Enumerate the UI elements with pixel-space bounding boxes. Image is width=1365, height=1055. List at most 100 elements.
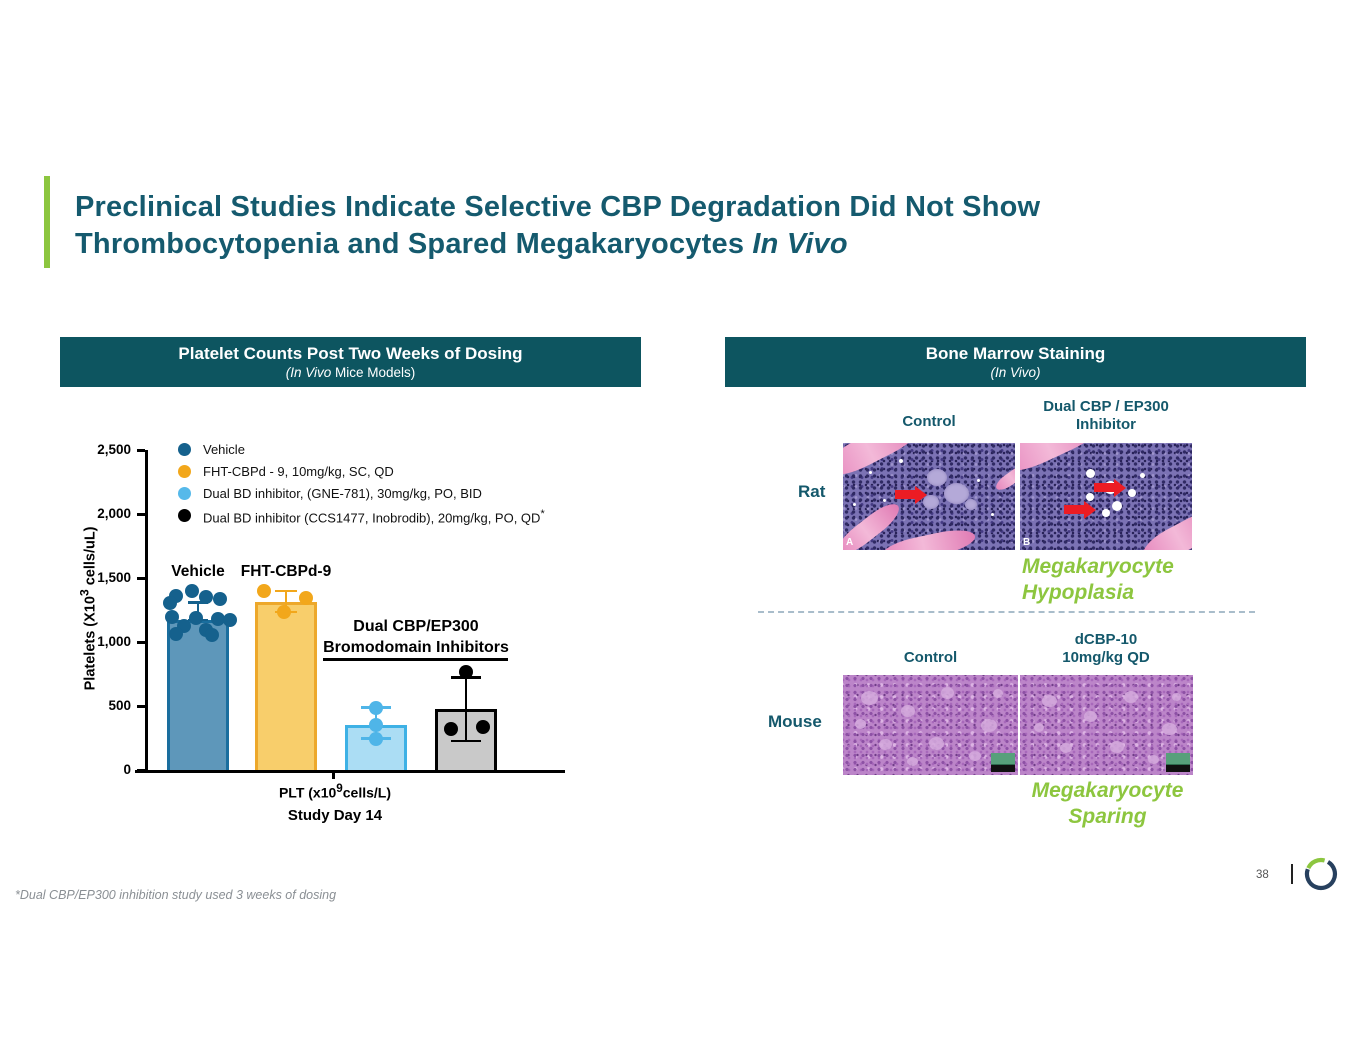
hypoplasia-spot bbox=[1102, 509, 1110, 517]
tissue-spot bbox=[869, 471, 872, 474]
left-panel-subtitle-italic: (In Vivo bbox=[285, 365, 332, 380]
bone-streak bbox=[1020, 443, 1111, 480]
left-panel-subtitle-regular: Mice Models) bbox=[331, 365, 416, 380]
y-tick bbox=[137, 769, 145, 772]
bone-streak bbox=[993, 460, 1015, 494]
tissue-spot bbox=[853, 503, 856, 506]
y-tick-label: 2,500 bbox=[97, 442, 131, 457]
data-point bbox=[205, 627, 219, 642]
red-arrow-icon bbox=[1094, 478, 1126, 497]
red-arrow-icon bbox=[1064, 500, 1096, 519]
data-point bbox=[169, 627, 183, 642]
footer-divider bbox=[1291, 864, 1293, 884]
mouse-treated-header-line2: 10mg/kg QD bbox=[1062, 649, 1150, 666]
tissue-spot bbox=[977, 479, 980, 482]
rat-result-line1: Megakaryocyte bbox=[1022, 555, 1174, 578]
tissue-spot bbox=[991, 513, 994, 516]
mouse-result-text: Megakaryocyte Sparing bbox=[1020, 778, 1195, 830]
tissue-blob bbox=[1172, 693, 1181, 701]
y-tick-label: 2,000 bbox=[97, 506, 131, 521]
tissue-blob bbox=[861, 691, 878, 705]
mouse-result-line2: Sparing bbox=[1068, 805, 1147, 828]
bar-label: Vehicle bbox=[171, 562, 225, 580]
rat-result-text: Megakaryocyte Hypoplasia bbox=[1022, 554, 1174, 606]
y-tick bbox=[137, 577, 145, 580]
x-axis-label-2: Study Day 14 bbox=[287, 807, 383, 824]
annotation-line2: Bromodomain Inhibitors bbox=[323, 639, 509, 657]
hypoplasia-spot bbox=[1112, 501, 1122, 511]
tissue-blob bbox=[1060, 743, 1072, 753]
scale-bar bbox=[1166, 753, 1190, 772]
tissue-blob bbox=[969, 751, 981, 761]
tissue-blob bbox=[1042, 695, 1057, 707]
tissue-blob bbox=[1162, 723, 1177, 735]
rat-treated-header-line1: Dual CBP / EP300 bbox=[1043, 398, 1169, 415]
data-point bbox=[277, 604, 291, 619]
footnote: *Dual CBP/EP300 inhibition study used 3 … bbox=[15, 888, 337, 902]
tissue-blob bbox=[879, 739, 892, 750]
y-tick bbox=[137, 449, 145, 452]
rat-treated-column-header: Dual CBP / EP300 Inhibitor bbox=[1016, 398, 1196, 434]
data-point bbox=[476, 720, 490, 735]
x-tick bbox=[332, 770, 335, 779]
y-tick-label: 1,000 bbox=[97, 634, 131, 649]
annotation-underline bbox=[323, 657, 508, 662]
bone-streak bbox=[879, 525, 978, 550]
data-point bbox=[369, 700, 383, 715]
y-tick-label: 0 bbox=[123, 762, 131, 777]
data-point bbox=[369, 731, 383, 746]
hypoplasia-spot bbox=[1140, 473, 1145, 478]
slide-title: Preclinical Studies Indicate Selective C… bbox=[75, 189, 1265, 263]
left-panel-header: Platelet Counts Post Two Weeks of Dosing… bbox=[60, 337, 641, 387]
data-point bbox=[185, 583, 199, 598]
red-arrow-icon bbox=[895, 485, 927, 504]
title-line2: Thrombocytopenia and Spared Megakaryocyt… bbox=[75, 228, 753, 260]
x-axis-label-pre: PLT (x10 bbox=[278, 784, 337, 801]
image-tag-a: A bbox=[846, 537, 854, 548]
megakaryocyte-blob bbox=[965, 499, 977, 510]
left-panel-title: Platelet Counts Post Two Weeks of Dosing bbox=[178, 344, 523, 363]
tissue-blob bbox=[981, 719, 997, 732]
tissue-spot bbox=[899, 459, 903, 463]
right-panel-subtitle: (In Vivo) bbox=[725, 364, 1306, 381]
legend-dot bbox=[178, 443, 191, 456]
mouse-treated-histology-image bbox=[1020, 675, 1193, 775]
legend-label: Dual BD inhibitor, (GNE-781), 30mg/kg, P… bbox=[203, 486, 482, 501]
hypoplasia-spot bbox=[1086, 469, 1095, 478]
data-point bbox=[459, 665, 473, 680]
legend-dot bbox=[178, 465, 191, 478]
title-accent-bar bbox=[44, 176, 50, 268]
legend-label: Dual BD inhibitor (CCS1477, Inobrodib), … bbox=[203, 508, 545, 526]
hypoplasia-spot bbox=[1086, 493, 1094, 501]
y-axis-label-sup: 3 bbox=[77, 589, 92, 597]
rat-treated-header-line2: Inhibitor bbox=[1076, 416, 1136, 433]
mouse-control-histology-image bbox=[843, 675, 1018, 775]
tissue-blob bbox=[1148, 755, 1159, 764]
legend-label: Vehicle bbox=[203, 442, 245, 457]
bar-1 bbox=[167, 620, 229, 770]
x-axis-label-post: cells/L) bbox=[342, 784, 392, 801]
bar-label: FHT-CBPd-9 bbox=[240, 562, 332, 580]
tissue-blob bbox=[929, 737, 944, 750]
data-point bbox=[165, 609, 179, 624]
x-axis-label-sup: 9 bbox=[336, 782, 343, 795]
x-axis-label: PLT (x109cells/L) bbox=[250, 782, 420, 801]
page-number: 38 bbox=[1256, 869, 1269, 881]
x-axis bbox=[135, 770, 565, 773]
megakaryocyte-blob bbox=[927, 469, 947, 486]
error-cap bbox=[188, 601, 208, 604]
title-line1: Preclinical Studies Indicate Selective C… bbox=[75, 191, 1041, 223]
mouse-treated-column-header: dCBP-10 10mg/kg QD bbox=[1016, 631, 1196, 667]
row-separator bbox=[758, 611, 1255, 613]
rat-result-line2: Hypoplasia bbox=[1022, 581, 1135, 604]
megakaryocyte-blob bbox=[923, 495, 939, 509]
error-cap bbox=[275, 589, 297, 593]
data-point bbox=[223, 612, 237, 627]
y-axis bbox=[145, 450, 148, 772]
data-point bbox=[211, 611, 225, 626]
error-bar bbox=[464, 677, 468, 741]
mouse-row-label: Mouse bbox=[768, 712, 822, 731]
rat-treated-histology-image: B bbox=[1020, 443, 1192, 550]
tissue-blob bbox=[1034, 723, 1044, 732]
